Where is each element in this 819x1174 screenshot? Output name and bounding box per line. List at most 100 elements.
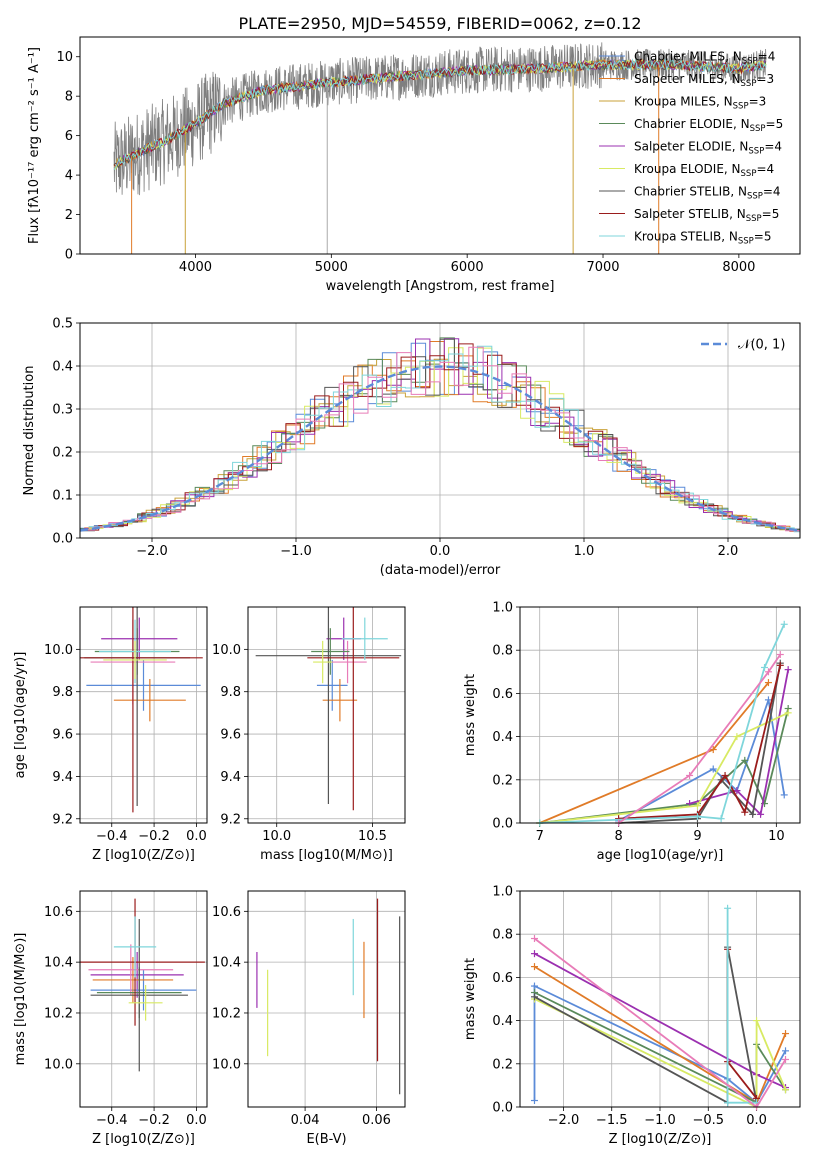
x-tick-label: −1.0 <box>644 1113 676 1128</box>
x-tick-label: −2.0 <box>136 544 168 559</box>
y-tick-label: 9.6 <box>52 728 73 743</box>
x-axis-label: mass [log10(M/M⊙)] <box>260 848 393 863</box>
x-tick-label: −2.0 <box>548 1113 580 1128</box>
axes-frame <box>79 606 208 824</box>
x-tick-label: −1.5 <box>596 1113 628 1128</box>
x-tick-label: −0.4 <box>96 829 128 844</box>
histogram-step <box>80 338 800 533</box>
y-tick-label: 0.8 <box>492 928 513 943</box>
x-axis-label: Z [log10(Z/Z⊙)] <box>92 1132 195 1147</box>
y-tick-label: 0.2 <box>492 1057 513 1072</box>
y-tick-label: 0.2 <box>52 446 73 461</box>
y-tick-label: 10.0 <box>44 1057 73 1072</box>
legend-entry: Kroupa MILES, NSSP=3 <box>634 95 766 112</box>
y-tick-label: 0.1 <box>52 489 73 504</box>
x-tick-label: 5000 <box>315 260 348 275</box>
y-tick-label: 10.6 <box>44 905 73 920</box>
y-tick-label: 10.2 <box>212 1006 241 1021</box>
gaussian-curve <box>79 365 801 532</box>
legend-entry: Chabrier MILES, NSSP=4 <box>634 50 775 67</box>
y-tick-label: 1.0 <box>492 601 513 616</box>
weight-series-line <box>539 711 789 824</box>
weight-series-line <box>689 669 790 817</box>
y-tick-label: 10.6 <box>212 905 241 920</box>
errorbar-panel: 10.0 10.5 9.2 9.4 9.6 9.8 10.0 mass [log10(M/M⊙… <box>212 606 406 863</box>
histogram-step <box>88 345 800 533</box>
y-tick-label: 6 <box>65 129 73 144</box>
y-tick-label: 0.6 <box>492 971 513 986</box>
histogram-step <box>80 346 800 533</box>
x-axis-label: Z [log10(Z/Z⊙)] <box>609 1132 712 1147</box>
model-series-line <box>113 57 767 168</box>
x-tick-label: 2.0 <box>718 544 739 559</box>
y-tick-label: 8 <box>65 90 73 105</box>
axes-frame <box>247 890 406 1108</box>
x-tick-label: −0.5 <box>692 1113 724 1128</box>
y-tick-label: 10.2 <box>44 1006 73 1021</box>
errorbar-panel: 0.04 0.06 10.0 10.2 10.4 10.6 E(B-V) <box>212 890 406 1147</box>
x-axis-label: E(B-V) <box>306 1132 346 1147</box>
y-tick-label: 10.0 <box>44 643 73 658</box>
y-tick-label: 10.0 <box>212 643 241 658</box>
y-tick-label: 2 <box>65 208 73 223</box>
y-tick-label: 0.0 <box>492 817 513 832</box>
axes-frame <box>519 606 801 824</box>
x-axis-label: wavelength [Angstrom, rest frame] <box>326 279 555 294</box>
y-axis-label: Flux [fλ10⁻¹⁷ erg cm⁻² s⁻¹ A⁻¹] <box>27 47 42 244</box>
y-tick-label: 9.4 <box>52 770 73 785</box>
axes-frame <box>519 890 801 1108</box>
legend-entry: Kroupa ELODIE, NSSP=4 <box>634 162 774 179</box>
y-tick-label: 0.0 <box>52 532 73 547</box>
x-tick-label: 0.0 <box>430 544 451 559</box>
y-tick-label: 0.8 <box>492 644 513 659</box>
x-tick-label: 0.06 <box>362 1113 391 1128</box>
x-tick-label: 0.04 <box>291 1113 320 1128</box>
legend-entry: 𝒩(0, 1) <box>738 338 785 353</box>
y-tick-label: 0.2 <box>492 773 513 788</box>
y-tick-label: 0.4 <box>492 730 513 745</box>
y-tick-label: 9.4 <box>220 770 241 785</box>
x-axis-label: (data-model)/error <box>380 563 501 578</box>
legend-entry: Chabrier ELODIE, NSSP=5 <box>634 117 783 134</box>
x-tick-label: −1.0 <box>280 544 312 559</box>
legend-entry: Kroupa STELIB, NSSP=5 <box>634 230 772 247</box>
x-tick-label: 6000 <box>451 260 484 275</box>
axes-frame <box>79 890 208 1108</box>
y-tick-label: 10.4 <box>44 956 73 971</box>
x-tick-label: 4000 <box>179 260 212 275</box>
residual-histogram-panel: −2.0 −1.0 0.0 1.0 2.0 0.0 0.1 0.2 0.3 0.4 0.5 (data… <box>22 317 801 578</box>
y-tick-label: 0.3 <box>52 403 73 418</box>
x-tick-label: 0.0 <box>746 1113 767 1128</box>
figure-title: PLATE=2950, MJD=54559, FIBERID=0062, z=0… <box>238 14 641 33</box>
x-tick-label: 0.0 <box>186 829 207 844</box>
y-axis-label: mass weight <box>463 674 478 756</box>
y-tick-label: 0.0 <box>492 1101 513 1116</box>
y-tick-label: 9.2 <box>220 812 241 827</box>
x-tick-label: −0.4 <box>96 1113 128 1128</box>
legend-entry: Chabrier STELIB, NSSP=4 <box>634 185 781 202</box>
y-axis-label: mass [log10(M/M⊙)] <box>13 933 28 1066</box>
y-tick-label: 10 <box>56 50 73 65</box>
x-tick-label: 7 <box>536 829 544 844</box>
weight-series-line <box>534 947 758 1105</box>
x-tick-label: −0.2 <box>138 829 170 844</box>
axes-frame <box>79 36 801 255</box>
weight-series-line <box>534 998 787 1109</box>
mass-weight-panel: −2.0 −1.5 −1.0 −0.5 0.0 0.0 0.2 0.4 0.6 0.8 1.0 Z [… <box>463 885 801 1147</box>
y-tick-label: 0.5 <box>52 317 73 332</box>
mass-weight-panel: 7 8 9 10 0.0 0.2 0.4 0.6 0.8 1.0 age [log10(age/yr… <box>463 601 801 863</box>
legend-entry: Salpeter ELODIE, NSSP=4 <box>634 140 782 157</box>
y-axis-label: Normed distribution <box>22 366 37 496</box>
x-tick-label: 7000 <box>586 260 619 275</box>
y-tick-label: 9.8 <box>220 685 241 700</box>
x-tick-label: 9 <box>693 829 701 844</box>
errorbar-panel: −0.4 −0.2 0.0 9.2 9.4 9.6 9.8 10.0 Z [log10(Z/Z⊙… <box>13 606 208 863</box>
x-axis-label: age [log10(age/yr)] <box>597 848 724 863</box>
y-tick-label: 10.4 <box>212 956 241 971</box>
legend-entry: Salpeter MILES, NSSP=3 <box>634 72 774 89</box>
x-tick-label: 8000 <box>722 260 755 275</box>
y-tick-label: 0.4 <box>52 360 73 375</box>
x-tick-label: −0.2 <box>138 1113 170 1128</box>
